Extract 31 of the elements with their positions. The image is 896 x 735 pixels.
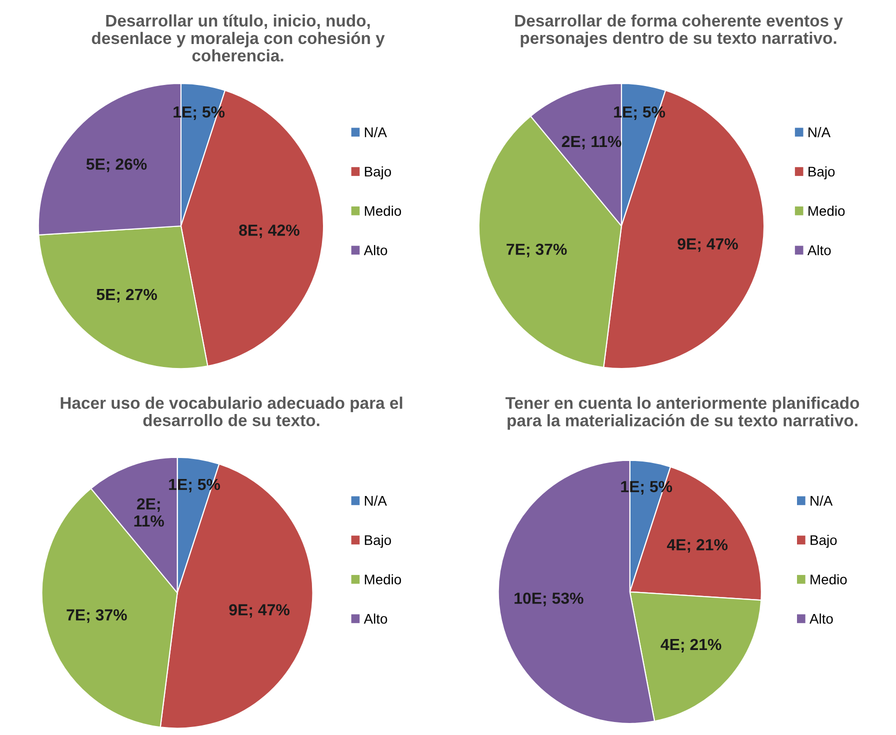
- chart-title: Tener en cuenta lo anteriormente planificado para la materialización de su texto narrativo.: [506, 396, 860, 430]
- data-label: 5E; 26%: [86, 158, 147, 172]
- data-label: 9E; 47%: [678, 238, 738, 252]
- legend-label: Medio: [364, 206, 402, 216]
- legend-label: N/A: [364, 127, 387, 138]
- legend-label: Bajo: [364, 534, 391, 548]
- legend-label: Medio: [364, 574, 402, 584]
- data-label: 7E; 37%: [66, 609, 127, 623]
- legend-label: Alto: [364, 614, 388, 624]
- legend-label: Alto: [364, 245, 388, 256]
- chart-title: Hacer uso de vocabulario adecuado para el desarrollo de su texto.: [60, 396, 402, 426]
- data-label: 10E; 53%: [514, 592, 584, 606]
- legend-label: N/A: [810, 496, 833, 506]
- legend-label: Bajo: [810, 534, 837, 548]
- legend-label: Alto: [807, 245, 831, 256]
- legend-label: Bajo: [808, 166, 835, 180]
- legend-label: N/A: [364, 496, 387, 506]
- data-label: 8E; 42%: [239, 224, 300, 238]
- legend-label: N/A: [808, 127, 831, 138]
- data-label: 7E; 37%: [506, 244, 567, 258]
- chart-title: Desarrollar de forma coherente eventos y personajes dentro de su texto narrativo.: [515, 14, 843, 48]
- chart-title: Desarrollar un título, inicio, nudo, desenlace y moraleja con cohesión y coherencia.: [92, 14, 385, 62]
- data-label: 4E; 21%: [666, 539, 728, 553]
- data-label: 2E; 11%: [134, 498, 164, 527]
- data-label: 5E; 27%: [96, 288, 157, 302]
- data-label: 9E; 47%: [229, 604, 290, 618]
- legend-label: Alto: [810, 614, 833, 624]
- legend-label: Medio: [808, 206, 845, 216]
- legend-label: Medio: [810, 574, 847, 584]
- data-label: 4E; 21%: [660, 638, 722, 652]
- legend-label: Bajo: [364, 166, 392, 180]
